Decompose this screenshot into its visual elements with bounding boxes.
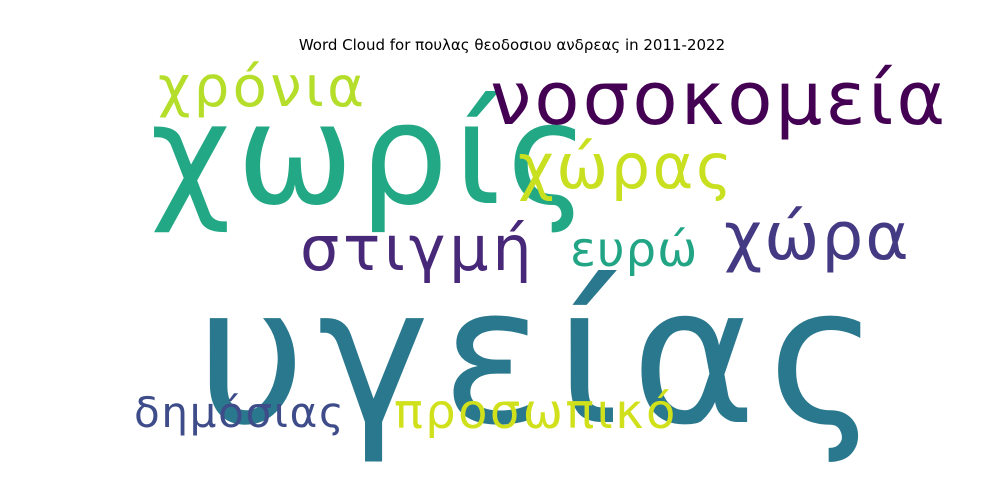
word-evro: ευρώ [570,222,699,278]
word-stigmi: στιγμή [300,212,536,285]
word-dimosias: δημόσιας [134,388,346,437]
word-nosokomeia: νοσοκομεία [490,56,949,142]
word-chora: χώρα [724,198,911,275]
word-prosopiko: προσωπικό [394,384,678,440]
chart-title: Word Cloud for πουλας θεοδοσιου ανδρεας … [298,36,726,54]
word-ygeias: υγείας [196,246,891,467]
word-choras: χώρας [518,130,735,203]
word-choris: χωρίς [150,74,595,237]
word-chronia: χρόνια [158,55,368,120]
